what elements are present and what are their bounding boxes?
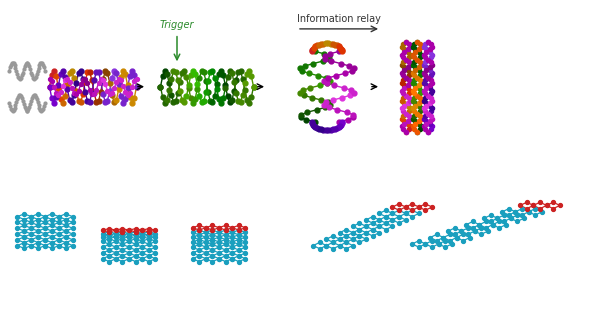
Text: Information relay: Information relay — [297, 14, 381, 24]
Text: Trigger: Trigger — [160, 21, 194, 30]
